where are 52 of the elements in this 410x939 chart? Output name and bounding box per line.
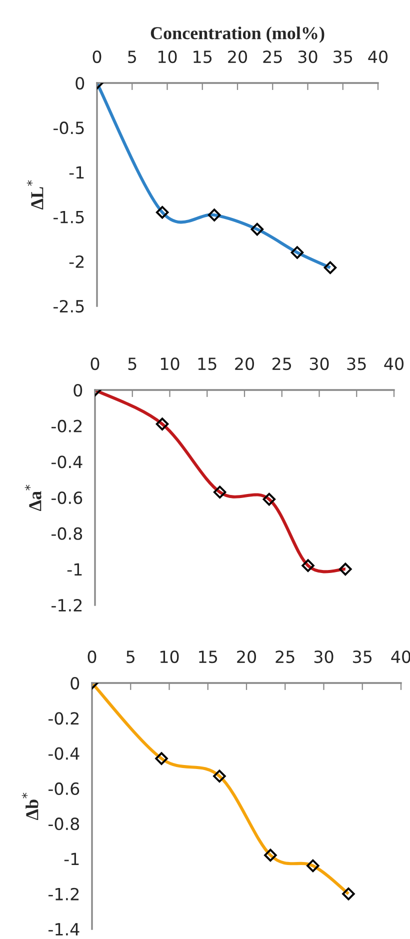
x-tick-label: 20 bbox=[237, 650, 256, 664]
y-tick-label: -0.2 bbox=[48, 712, 79, 725]
x-tick-label: 25 bbox=[272, 357, 292, 370]
y-tick-label: -0.8 bbox=[51, 527, 82, 540]
y-tick-label: 0 bbox=[76, 76, 84, 90]
x-tick-label: 5 bbox=[128, 358, 136, 370]
x-tick-label: 5 bbox=[128, 50, 136, 64]
x-tick-label: 15 bbox=[194, 50, 212, 64]
x-tick-label: 10 bbox=[158, 50, 177, 64]
y-tick-label: -1 bbox=[67, 563, 82, 576]
x-tick-label: 35 bbox=[353, 650, 372, 664]
y-tick-label: -1 bbox=[64, 852, 79, 866]
x-tick-label: 0 bbox=[92, 50, 102, 64]
y-axis-title: ΔL$^{*}$ bbox=[26, 180, 44, 210]
x-tick-label: 30 bbox=[298, 50, 318, 64]
x-tick-label: 40 bbox=[368, 50, 388, 64]
y-tick-label: -1 bbox=[69, 166, 84, 179]
x-tick-label: 40 bbox=[384, 357, 404, 370]
y-tick-label: -1.2 bbox=[51, 598, 82, 612]
x-tick-label: 25 bbox=[276, 650, 294, 664]
y-tick-label: -1.2 bbox=[48, 888, 79, 900]
y-tick-label: -0.6 bbox=[48, 782, 80, 795]
x-tick-label: 40 bbox=[391, 650, 410, 664]
y-tick-label: -0.4 bbox=[51, 456, 82, 468]
y-tick-label: -0.5 bbox=[53, 122, 84, 134]
y-axis-title: Δb$^{*}$ bbox=[22, 792, 38, 820]
x-tick-label: 15 bbox=[198, 358, 216, 370]
y-tick-label: -1.5 bbox=[53, 210, 84, 224]
x-tick-label: 35 bbox=[334, 50, 352, 64]
x-tick-label: 5 bbox=[126, 650, 134, 664]
x-tick-label: 15 bbox=[199, 650, 218, 664]
y-tick-label: -2 bbox=[69, 255, 84, 268]
x-tick-label: 0 bbox=[90, 357, 100, 370]
y-tick-label: -0.2 bbox=[51, 420, 82, 432]
x-axis-title: Concentration (mol%) bbox=[150, 26, 324, 43]
y-tick-label: -0.8 bbox=[48, 818, 80, 830]
x-tick-label: 10 bbox=[160, 650, 179, 664]
x-tick-label: 35 bbox=[347, 357, 366, 370]
y-tick-label: -2.5 bbox=[53, 300, 84, 313]
y-axis-title: Δa$^{*}$ bbox=[24, 484, 42, 511]
y-tick-label: 0 bbox=[70, 676, 80, 690]
x-tick-label: 10 bbox=[160, 357, 180, 370]
y-tick-label: -0.4 bbox=[48, 747, 80, 760]
y-tick-label: -0.6 bbox=[51, 491, 82, 504]
x-tick-label: 0 bbox=[88, 650, 96, 664]
x-tick-label: 20 bbox=[235, 357, 254, 370]
x-tick-label: 30 bbox=[310, 357, 329, 370]
x-tick-label: 30 bbox=[314, 650, 334, 664]
y-tick-label: 0 bbox=[74, 384, 82, 397]
x-tick-label: 20 bbox=[228, 50, 247, 64]
x-tick-label: 25 bbox=[263, 50, 282, 64]
y-tick-label: -1.4 bbox=[48, 923, 80, 936]
